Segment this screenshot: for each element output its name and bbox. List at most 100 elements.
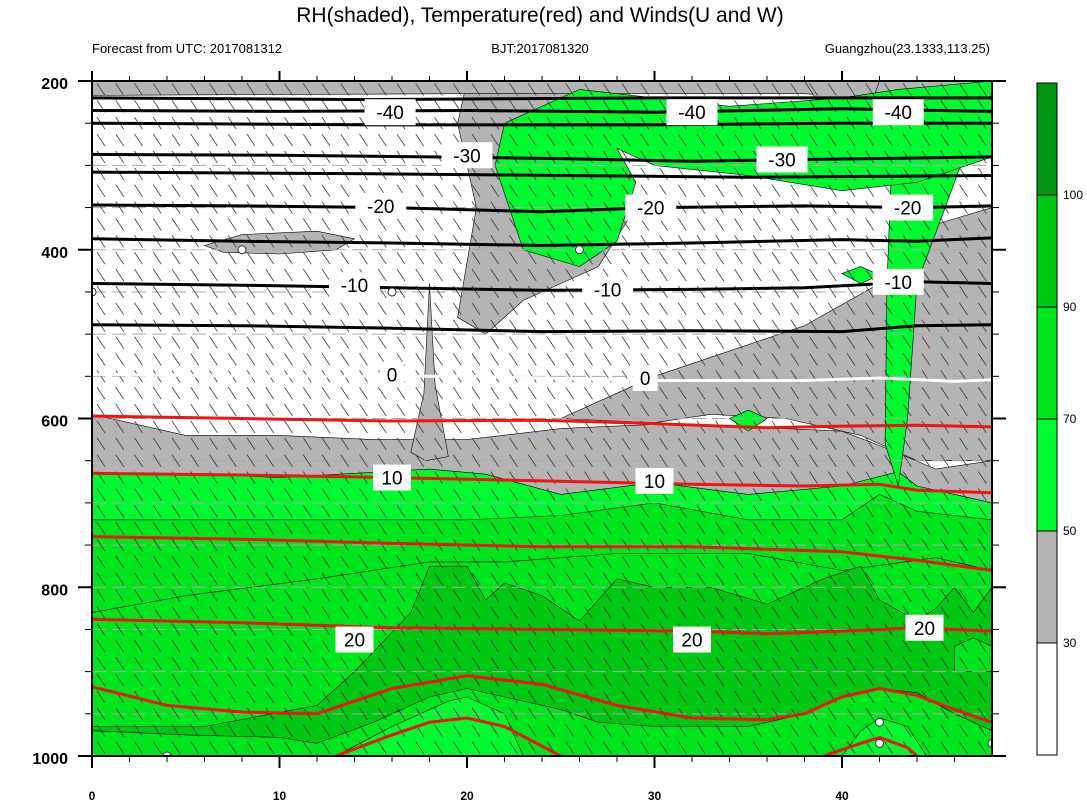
isotherms (92, 96, 992, 756)
wind-barb (265, 184, 275, 197)
wind-barb (246, 690, 256, 704)
wind-barb (809, 386, 818, 400)
wind-barb (434, 572, 443, 586)
wind-barb (565, 437, 575, 451)
wind-barb (865, 555, 875, 569)
wind-barb (209, 656, 218, 670)
wind-barb (602, 319, 612, 332)
wind-barb (884, 656, 893, 670)
wind-barb (884, 403, 893, 417)
wind-barb (152, 454, 162, 467)
wind-barb (452, 251, 462, 265)
wind-barb (321, 555, 331, 569)
wind-barb (190, 386, 200, 400)
wind-barb (790, 572, 800, 586)
wind-barb (115, 741, 125, 754)
wind-barb (284, 386, 293, 400)
wind-barb (959, 167, 968, 181)
wind-barb (884, 640, 893, 653)
wind-barb (565, 572, 575, 586)
wind-barb (677, 251, 687, 265)
wind-barb (977, 437, 987, 451)
wind-barb (527, 690, 537, 704)
wind-barb (827, 538, 837, 552)
wind-barb (359, 589, 368, 602)
wind-barb (340, 319, 350, 332)
wind-barb (584, 589, 593, 602)
wind-barb (696, 386, 706, 400)
wind-barb (771, 640, 781, 653)
wind-barb (940, 589, 950, 602)
wind-barb (284, 218, 293, 231)
wind-barb (752, 724, 762, 737)
wind-barb (377, 235, 387, 248)
wind-barb (640, 167, 650, 181)
wind-barb (115, 184, 125, 197)
wind-barb (940, 437, 950, 451)
wind-barb (377, 302, 387, 316)
wind-barb (134, 353, 143, 366)
wind-barb (809, 336, 818, 349)
wind-barb (696, 437, 706, 451)
wind-barb (96, 505, 106, 518)
wind-barb (640, 454, 650, 467)
wind-barb (940, 83, 950, 96)
wind-barb (659, 437, 668, 451)
wind-barb (434, 707, 443, 721)
wind-barb (246, 201, 256, 214)
y-tick-label: 800 (41, 582, 68, 599)
wind-barb (696, 454, 706, 467)
wind-barb (265, 656, 275, 670)
wind-barb (940, 386, 950, 400)
wind-barb (284, 656, 293, 670)
wind-barb (827, 724, 837, 737)
wind-barb (152, 251, 162, 265)
wind-barb (621, 100, 631, 113)
wind-barb (565, 606, 575, 619)
wind-barb (696, 656, 706, 670)
wind-barb (921, 167, 931, 181)
wind-barb (96, 83, 106, 96)
wind-barb (621, 488, 631, 501)
wind-barb (134, 606, 143, 619)
wind-barb (846, 505, 856, 518)
wind-barb (921, 83, 931, 96)
wind-barb (509, 589, 518, 602)
wind-barb (471, 83, 481, 96)
wind-barb (602, 454, 612, 467)
wind-barb (546, 538, 556, 552)
wind-barb (227, 673, 237, 687)
wind-barb (846, 285, 856, 299)
wind-barb (546, 488, 556, 501)
wind-barb (696, 572, 706, 586)
wind-barb (902, 505, 912, 518)
wind-barb (677, 133, 687, 147)
wind-barb (227, 656, 237, 670)
wind-barb (152, 386, 162, 400)
wind-barb (452, 336, 462, 349)
wind-barb (246, 673, 256, 687)
wind-barb (677, 589, 687, 602)
wind-barb (734, 572, 743, 586)
wind-barb (190, 673, 200, 687)
rh-shading (92, 81, 992, 756)
wind-barb (809, 268, 818, 282)
wind-barb (696, 690, 706, 704)
wind-barb (921, 673, 931, 687)
wind-barb (621, 353, 631, 366)
wind-barb (546, 116, 556, 130)
wind-barb (340, 521, 350, 535)
wind-barb (490, 403, 500, 417)
wind-barb (752, 454, 762, 467)
wind-barb (452, 403, 462, 417)
wind-barb (959, 656, 968, 670)
wind-barb (452, 741, 462, 754)
wind-barb (696, 488, 706, 501)
wind-barb (209, 150, 218, 164)
wind-barb (977, 336, 987, 349)
wind-barb (490, 437, 500, 451)
wind-barb (565, 724, 575, 737)
wind-barb (246, 268, 256, 282)
colorbar-segment (1036, 642, 1058, 756)
